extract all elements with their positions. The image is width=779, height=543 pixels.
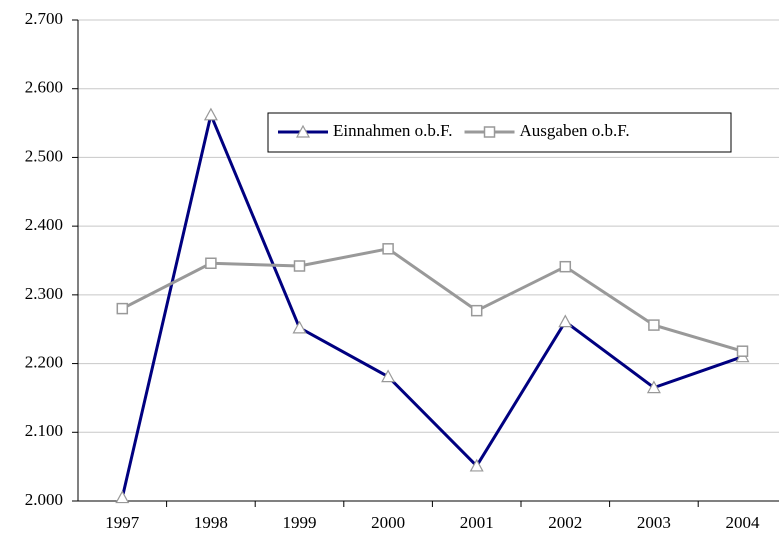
y-tick-label: 2.400 <box>25 215 63 234</box>
y-tick-label: 2.300 <box>25 284 63 303</box>
data-point <box>646 380 661 394</box>
y-tick-label: 2.200 <box>25 352 63 371</box>
data-point <box>648 319 660 331</box>
legend-marker <box>483 126 496 138</box>
data-point <box>205 257 217 269</box>
data-point <box>558 314 573 328</box>
series-line <box>120 109 743 498</box>
data-point <box>559 260 572 273</box>
x-tick-label: 1999 <box>283 513 317 532</box>
data-point <box>115 490 130 504</box>
y-tick-label: 2.000 <box>25 490 63 509</box>
y-tick-label: 2.600 <box>25 78 63 97</box>
x-tick-label: 2000 <box>371 513 405 532</box>
data-point <box>203 107 218 121</box>
x-tick-label: 2002 <box>548 513 582 532</box>
data-point <box>381 369 396 383</box>
data-point <box>469 458 484 472</box>
y-tick-label: 2.700 <box>25 9 63 28</box>
series-line <box>121 247 743 353</box>
data-point <box>470 304 483 317</box>
data-point <box>293 260 306 272</box>
data-point <box>116 302 129 315</box>
x-tick-label: 2003 <box>637 513 671 532</box>
y-tick-label: 2.100 <box>25 421 63 440</box>
y-tick-label: 2.500 <box>25 146 63 165</box>
legend-label: Ausgaben o.b.F. <box>520 121 630 140</box>
data-point <box>736 345 749 357</box>
x-tick-label: 1997 <box>105 513 140 532</box>
data-point <box>292 320 307 334</box>
legend-marker <box>295 124 311 138</box>
x-tick-label: 1998 <box>194 513 228 532</box>
data-point <box>382 243 394 255</box>
legend-label: Einnahmen o.b.F. <box>333 121 453 140</box>
x-tick-label: 2001 <box>460 513 494 532</box>
x-tick-label: 2004 <box>726 513 761 532</box>
